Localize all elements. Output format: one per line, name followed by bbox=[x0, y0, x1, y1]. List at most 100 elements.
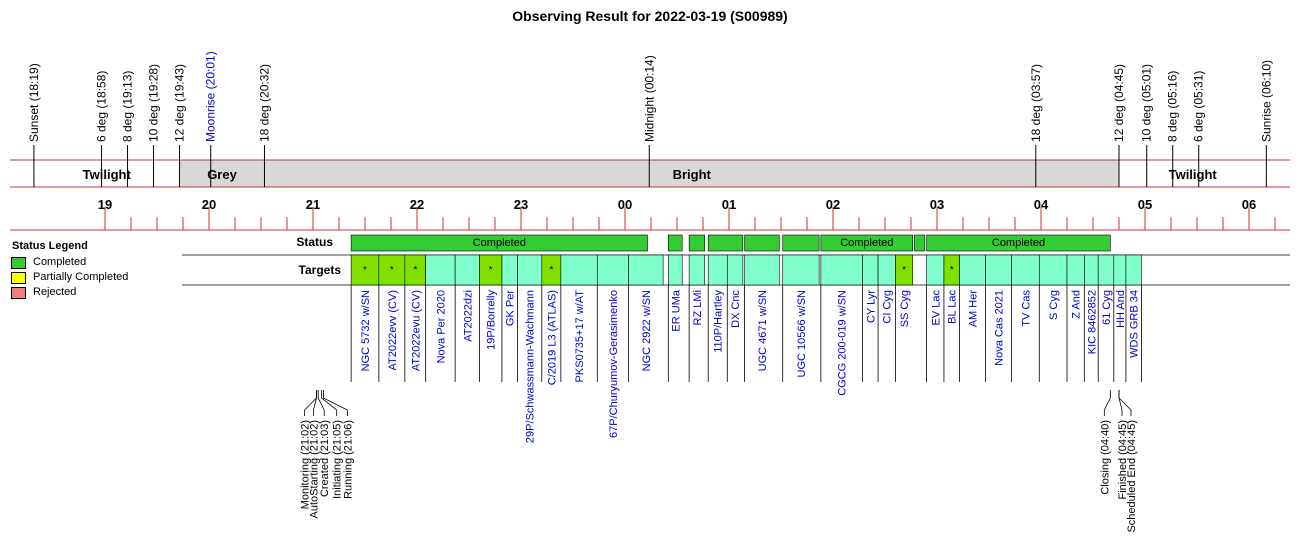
target-name-label: ER UMa bbox=[670, 289, 682, 331]
events-layer: Monitoring (21:02)AutoStarting (21:02)Cr… bbox=[299, 390, 1138, 533]
event-left-label: Monitoring (21:02) bbox=[299, 420, 311, 509]
target-block bbox=[862, 254, 879, 286]
event-left-connector bbox=[304, 390, 317, 416]
status-segment bbox=[914, 234, 926, 252]
status-segments-layer: Completed Completed Completed bbox=[350, 234, 1111, 252]
event-left-label: Initiating (21:05) bbox=[332, 420, 344, 499]
target-block bbox=[1113, 254, 1127, 286]
event-left-label: Running (21:06) bbox=[342, 420, 354, 499]
target-name-label: PKS0735+17 w/AT bbox=[574, 290, 586, 383]
target-name-label: Z And bbox=[1071, 290, 1083, 319]
target-name-label: C/2019 L3 (ATLAS) bbox=[546, 290, 558, 385]
targets-row-label: Targets bbox=[299, 263, 342, 277]
event-left-label: AutoStarting (21:02) bbox=[308, 420, 320, 518]
hour-tick-label: 19 bbox=[98, 197, 112, 212]
target-block bbox=[985, 254, 1012, 286]
target-name-label: Nova Cas 2021 bbox=[994, 290, 1006, 366]
target-name-label: AT2022evv (CV) bbox=[387, 290, 399, 371]
hour-tick-label: 00 bbox=[618, 197, 632, 212]
legend-swatch-rejected bbox=[11, 287, 26, 299]
event-left-connector bbox=[313, 390, 317, 416]
target-name-label: CGCG 200-019 w/SN bbox=[837, 290, 849, 396]
status-segment-label: Completed bbox=[473, 237, 526, 249]
hour-tick-label: 20 bbox=[202, 197, 216, 212]
target-block bbox=[959, 254, 986, 286]
hour-tick-label: 03 bbox=[930, 197, 944, 212]
target-name-label: TV Cas bbox=[1020, 290, 1032, 327]
target-name-label: AT2022dzi bbox=[462, 290, 474, 342]
time-marker-label: 18 deg (03:57) bbox=[1029, 64, 1043, 142]
legend-title: Status Legend bbox=[12, 240, 88, 252]
time-marker-label: Sunset (18:19) bbox=[27, 63, 41, 142]
target-mark: * bbox=[549, 265, 553, 276]
target-block bbox=[596, 254, 629, 286]
hour-tick-label: 02 bbox=[826, 197, 840, 212]
time-marker-label: 10 deg (05:01) bbox=[1140, 64, 1154, 142]
legend-label-completed: Completed bbox=[33, 256, 87, 268]
target-block bbox=[1066, 254, 1085, 286]
event-left-connector bbox=[317, 390, 325, 416]
status-segment-label: Completed bbox=[840, 237, 893, 249]
legend-swatch-completed bbox=[11, 257, 26, 269]
target-name-label: EV Lac bbox=[930, 290, 942, 326]
hour-tick-label: 01 bbox=[722, 197, 736, 212]
target-block bbox=[628, 254, 664, 286]
target-name-label: UGC 10566 w/SN bbox=[796, 290, 808, 377]
time-marker-label: 10 deg (19:28) bbox=[147, 64, 161, 142]
status-segment bbox=[782, 234, 820, 252]
time-marker-label: 6 deg (18:58) bbox=[95, 71, 109, 142]
target-name-label: AM Her bbox=[968, 290, 980, 328]
status-row-label: Status bbox=[296, 235, 333, 249]
target-mark: * bbox=[413, 265, 417, 276]
target-block bbox=[688, 254, 706, 286]
target-name-label: 19P/Borrelly bbox=[486, 290, 498, 350]
bands-layer: Twilight Grey Bright Twilight bbox=[10, 159, 1290, 231]
time-marker-label: Midnight (00:14) bbox=[642, 55, 656, 142]
status-segment bbox=[820, 234, 914, 252]
target-block bbox=[707, 254, 728, 286]
target-name-label: BL Lac bbox=[947, 290, 959, 324]
band-label-grey: Grey bbox=[207, 167, 237, 182]
target-name-label: RZ LMi bbox=[692, 290, 704, 325]
target-block bbox=[726, 254, 744, 286]
target-block bbox=[501, 254, 518, 286]
event-left-connector bbox=[321, 390, 338, 416]
target-name-label: WDS GRB 34 bbox=[1129, 290, 1141, 358]
target-name-label: DX Cnc bbox=[730, 290, 742, 328]
hour-tick-label: 21 bbox=[306, 197, 320, 212]
target-mark: * bbox=[902, 265, 906, 276]
time-marker-label: Sunrise (06:10) bbox=[1259, 60, 1273, 142]
hour-tick-label: 05 bbox=[1138, 197, 1152, 212]
target-block bbox=[454, 254, 480, 286]
target-name-label: SS Cyg bbox=[899, 290, 911, 327]
chart-title: Observing Result for 2022-03-19 (S00989) bbox=[512, 8, 787, 24]
status-segment bbox=[744, 234, 780, 252]
target-block bbox=[668, 254, 683, 286]
target-block bbox=[1084, 254, 1099, 286]
target-block bbox=[350, 254, 380, 286]
status-segment-label: Completed bbox=[992, 237, 1045, 249]
band-shade-bright bbox=[264, 160, 1119, 187]
time-marker-label: Moonrise (20:01) bbox=[204, 51, 218, 142]
event-right-connector bbox=[1118, 390, 1132, 416]
status-segment bbox=[350, 234, 648, 252]
target-mark: * bbox=[363, 265, 367, 276]
legend-label-rejected: Rejected bbox=[33, 286, 77, 298]
time-marker-label: 12 deg (04:45) bbox=[1112, 64, 1126, 142]
target-block bbox=[877, 254, 896, 286]
target-name-label: GK Per bbox=[505, 290, 517, 326]
target-name-label: NGC 5732 w/SN bbox=[360, 290, 372, 371]
target-mark: * bbox=[950, 265, 954, 276]
status-segment bbox=[926, 234, 1111, 252]
band-shade-grey bbox=[179, 160, 265, 187]
target-name-label: CI Cyg bbox=[882, 290, 894, 324]
target-name-label: 110P/Hartley bbox=[713, 290, 725, 353]
band-label-twilight: Twilight bbox=[83, 167, 132, 182]
target-block bbox=[926, 254, 945, 286]
legend-label-partially-completed: Partially Completed bbox=[33, 271, 129, 283]
targets-layer: * NGC 5732 w/SN * AT2022evv (CV) * AT2022evu … bbox=[350, 254, 1142, 443]
target-block bbox=[517, 254, 543, 286]
event-right-label: Closing (04:40) bbox=[1099, 420, 1111, 495]
event-right-connector bbox=[1118, 390, 1123, 416]
hour-tick-label: 23 bbox=[514, 197, 528, 212]
